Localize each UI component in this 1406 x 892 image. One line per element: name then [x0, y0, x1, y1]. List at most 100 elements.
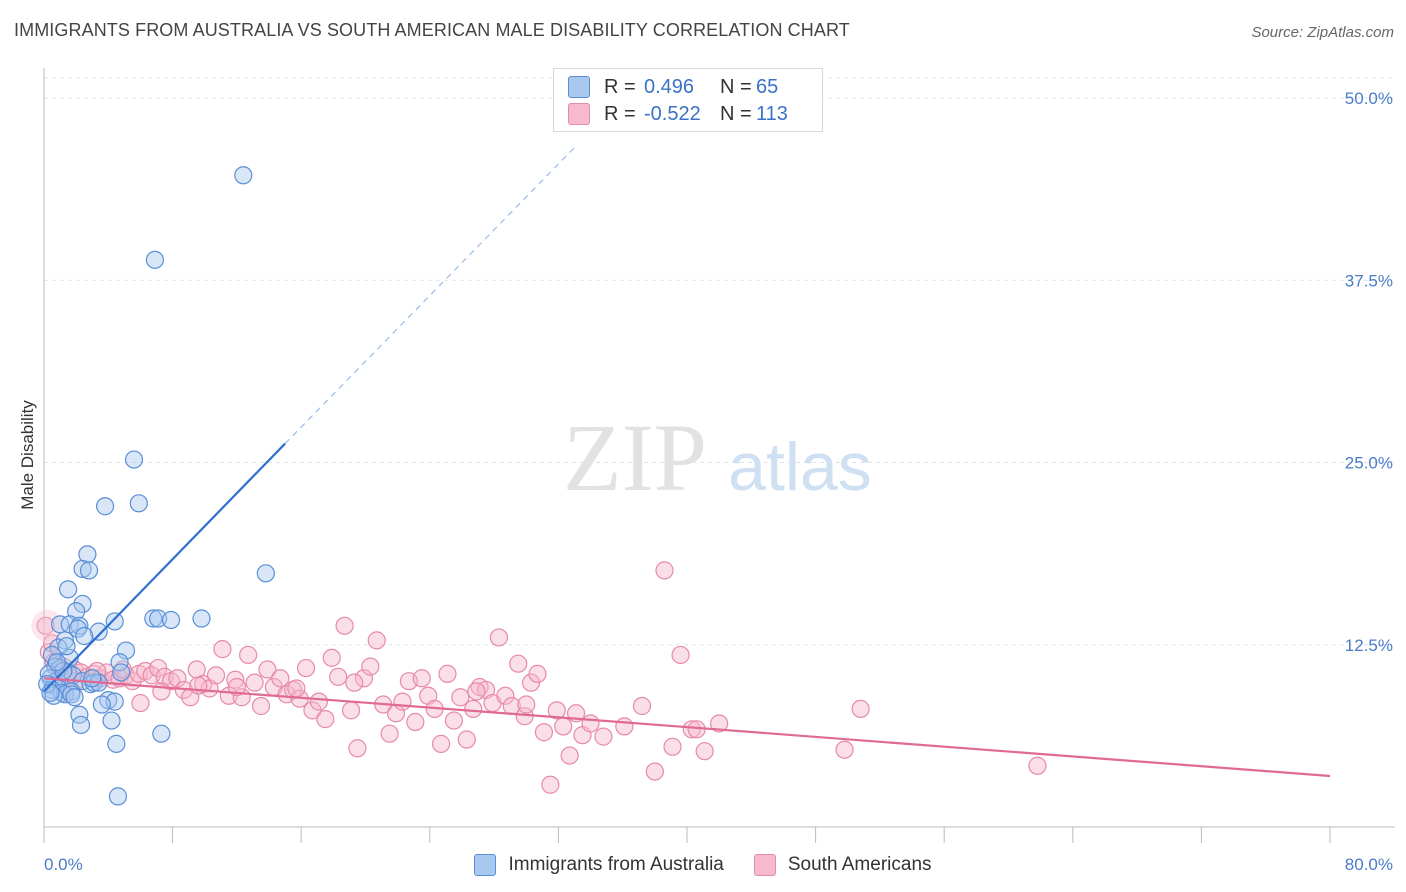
south-americans-point [444, 711, 464, 730]
south-americans-point [615, 717, 634, 736]
australia-point [65, 688, 84, 707]
south-americans-point [335, 616, 354, 635]
watermark-zip: ZIP [563, 404, 707, 511]
australia-point [95, 497, 115, 516]
x-tick-label-min: 0.0% [44, 855, 83, 874]
south-americans-point [329, 667, 348, 686]
australia-point [112, 663, 131, 682]
gridlines [44, 77, 1395, 646]
australia-point [192, 609, 211, 628]
south-americans-point [131, 693, 150, 713]
australia-point [152, 724, 171, 743]
south-americans-point [226, 670, 245, 689]
south-americans-point [168, 669, 187, 688]
australia-point [78, 545, 97, 564]
south-americans-point [1028, 756, 1047, 775]
watermark: ZIP atlas [563, 404, 872, 511]
australia-point [59, 580, 78, 599]
series-legend: Immigrants from Australia South American… [0, 852, 1406, 878]
legend-r-value: 0.496 [644, 75, 695, 98]
south-americans-point [287, 679, 306, 698]
legend-label-south-americans: South Americans [787, 854, 932, 875]
australia-point [105, 612, 124, 631]
tick-labels: 12.5% 25.0% 37.5% 50.0% 0.0% 80.0% [44, 89, 1393, 874]
blue-swatch-icon [568, 76, 590, 98]
australia-point [68, 619, 87, 638]
legend-r-value: -0.522 [644, 102, 701, 125]
south-americans-point [251, 696, 271, 716]
watermark-atlas: atlas [728, 429, 872, 505]
south-americans-point [457, 730, 476, 749]
australia-point [73, 559, 92, 579]
australia-point [256, 564, 275, 583]
australia-point [161, 610, 181, 630]
south-americans-point [632, 696, 652, 716]
south-americans-point [245, 673, 264, 692]
australia-point [62, 685, 81, 704]
south-americans-point [322, 648, 341, 667]
australia-point [57, 637, 76, 656]
australia-point [108, 787, 128, 806]
south-americans-point [835, 740, 854, 759]
australia-point [75, 626, 94, 646]
legend-item-australia: Immigrants from Australia [474, 854, 724, 876]
south-americans-point [341, 701, 361, 720]
south-americans-point [496, 686, 515, 705]
australia-point [144, 609, 163, 628]
pink-swatch-icon [753, 854, 776, 876]
south-americans-point [309, 692, 328, 711]
south-americans-point [594, 727, 613, 746]
chart-title: IMMIGRANTS FROM AUSTRALIA VS SOUTH AMERI… [14, 20, 850, 40]
australia-point [234, 166, 253, 185]
south-americans-point [213, 640, 232, 659]
south-americans-point [152, 682, 171, 701]
australia-point [44, 686, 63, 705]
legend-label-australia: Immigrants from Australia [508, 854, 724, 875]
australia-point [129, 494, 148, 513]
australia-point [92, 695, 111, 714]
australia-point [116, 641, 136, 660]
legend-n-value: 113 [756, 102, 788, 125]
australia-trend-extension [284, 147, 575, 444]
australia-point [73, 594, 92, 614]
australia-point [102, 711, 121, 730]
south-americans-point [663, 737, 682, 756]
south-americans-point [316, 710, 335, 729]
south-americans-point [227, 677, 246, 697]
trend-lines [43, 147, 1331, 778]
south-americans-point [547, 701, 566, 720]
axes [43, 68, 1395, 843]
legend-item-south-americans: South Americans [753, 854, 932, 876]
blue-swatch-icon [474, 854, 497, 876]
south-americans-point [271, 669, 290, 688]
south-americans-point [554, 717, 573, 736]
south-americans-point [361, 657, 380, 676]
australia-point [124, 450, 144, 469]
australia-point [41, 683, 60, 702]
south-americans-point [354, 669, 373, 688]
legend-row-south-americans: R = -0.522 N = 113 [568, 101, 788, 127]
south-americans-point [412, 669, 431, 688]
australia-point [145, 250, 165, 269]
south-americans-point [581, 714, 600, 733]
legend-r-label: R = [604, 102, 636, 125]
south-americans-point [258, 660, 277, 679]
australia-points [38, 166, 275, 806]
south-americans-point [239, 645, 258, 665]
south-americans-point [645, 762, 664, 781]
legend-n-value: 65 [756, 75, 779, 98]
y-tick-label: 37.5% [1345, 271, 1393, 290]
south-americans-point [438, 664, 457, 684]
south-americans-point [206, 666, 226, 685]
south-americans-point [560, 746, 579, 765]
south-americans-point [541, 775, 560, 794]
south-americans-point [345, 673, 364, 692]
south-americans-point [851, 699, 870, 719]
south-americans-point [464, 699, 483, 719]
legend-n-label: N = [720, 102, 752, 125]
south-americans-point [380, 724, 399, 743]
australia-point [70, 616, 89, 635]
south-americans-point [393, 692, 412, 711]
south-americans-point [467, 682, 486, 701]
